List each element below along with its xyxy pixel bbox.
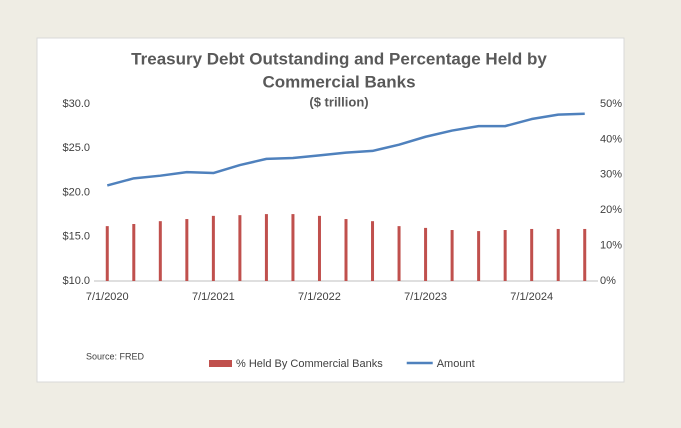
legend-swatch [209, 360, 232, 367]
y-tick-label: $20.0 [62, 186, 90, 198]
legend-label: % Held By Commercial Banks [236, 358, 383, 370]
bar [503, 230, 507, 281]
bar [530, 228, 534, 281]
chart-title: Commercial Banks [262, 72, 415, 91]
chart-title: Treasury Debt Outstanding and Percentage… [131, 49, 547, 68]
bar [264, 214, 268, 281]
bar [556, 228, 560, 281]
x-tick-label: 7/1/2021 [192, 291, 235, 303]
chart-area [36, 37, 625, 383]
y-tick-label: $30.0 [62, 98, 90, 110]
bar [397, 226, 401, 281]
source: Source: FRED [86, 351, 145, 361]
bar [344, 219, 348, 281]
bar [424, 227, 428, 281]
y-tick-label: $25.0 [62, 142, 90, 154]
y-tick-label: $15.0 [62, 231, 90, 243]
bar [317, 215, 321, 281]
y2-tick-label: 40% [600, 133, 622, 145]
bar [450, 230, 454, 281]
y2-tick-label: 10% [600, 240, 622, 252]
bar [238, 215, 242, 281]
y2-tick-label: 0% [600, 275, 616, 287]
bar [291, 214, 295, 281]
y2-tick-label: 30% [600, 169, 622, 181]
x-tick-label: 7/1/2020 [86, 291, 129, 303]
x-tick-label: 7/1/2024 [510, 291, 553, 303]
bar [185, 219, 189, 281]
bar [132, 224, 136, 281]
y2-tick-label: 50% [600, 98, 622, 110]
bar [105, 226, 109, 281]
x-tick-label: 7/1/2023 [404, 291, 447, 303]
y2-tick-label: 20% [600, 204, 622, 216]
bar [371, 221, 375, 281]
y-tick-label: $10.0 [62, 275, 90, 287]
legend-label: Amount [437, 358, 475, 370]
x-tick-label: 7/1/2022 [298, 291, 341, 303]
line [106, 112, 585, 187]
chart-subtitle: ($ trillion) [309, 94, 368, 109]
bar [158, 221, 162, 281]
bar [583, 228, 587, 281]
bar [211, 215, 215, 281]
bar [477, 231, 481, 281]
